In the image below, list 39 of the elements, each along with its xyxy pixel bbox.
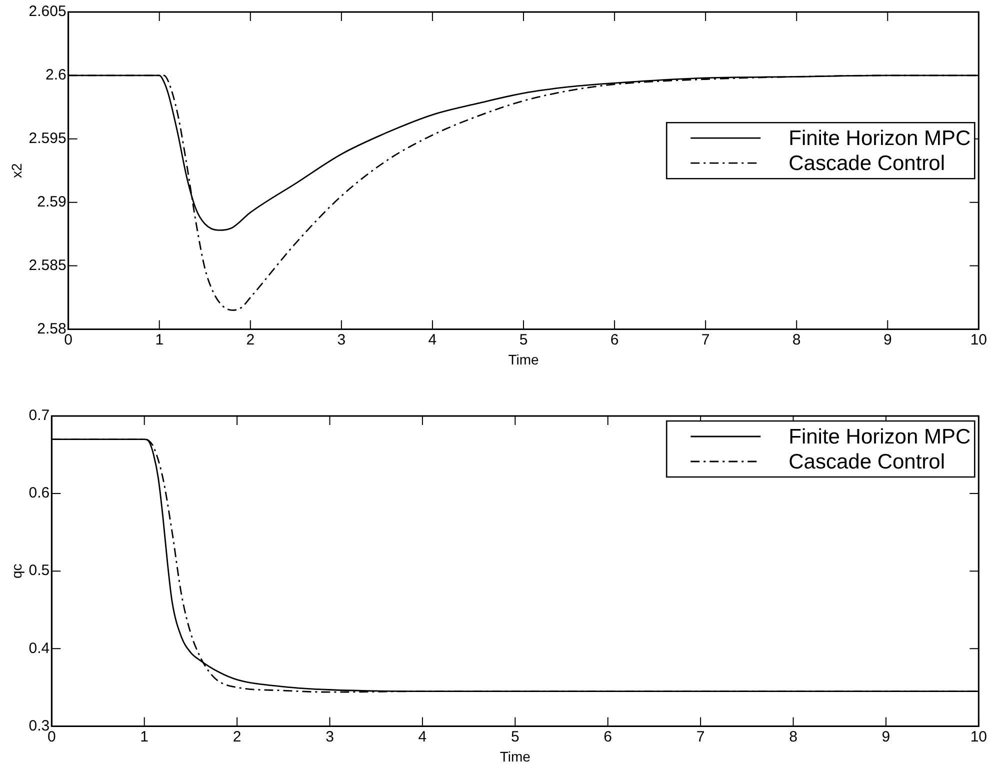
x-tick-label: 8 [792, 331, 801, 348]
x-tick-label: 10 [970, 728, 987, 746]
x-tick-label: 7 [696, 728, 705, 746]
x-tick-label: 0 [64, 331, 73, 348]
x-tick-label: 3 [337, 331, 346, 348]
x-tick-label: 10 [970, 331, 987, 348]
x-tick-label: 5 [510, 728, 520, 746]
y-tick-label: 0.6 [28, 484, 50, 502]
x-tick-label: 3 [326, 728, 334, 746]
x-tick-label: 1 [155, 331, 164, 348]
legend-label: Cascade Control [788, 152, 946, 175]
x-tick-label: 8 [789, 728, 798, 746]
x-tick-label: 6 [604, 728, 612, 746]
x-axis-title: Time [500, 748, 531, 764]
x-tick-label: 7 [701, 331, 710, 348]
x-tick-label: 2 [246, 331, 255, 348]
y-tick-label: 2.59 [37, 193, 66, 210]
y-tick-label: 0.7 [28, 407, 50, 424]
x-tick-label: 2 [232, 728, 242, 746]
x-tick-label: 5 [519, 331, 528, 348]
y-tick-label: 2.58 [37, 320, 66, 338]
y-axis-title: x2 [8, 163, 24, 178]
x-tick-label: 6 [610, 331, 619, 348]
legend-label: Finite Horizon MPC [788, 126, 971, 150]
x-tick-label: 4 [418, 728, 427, 746]
y-tick-label: 2.595 [28, 130, 66, 148]
y-tick-label: 0.5 [28, 562, 50, 580]
x-tick-label: 9 [883, 331, 892, 348]
y-tick-label: 2.6 [45, 66, 66, 84]
legend-label: Cascade Control [788, 450, 946, 474]
x-tick-label: 1 [140, 728, 149, 746]
x-tick-label: 4 [428, 331, 437, 348]
legend-label: Finite Horizon MPC [788, 425, 971, 448]
y-tick-label: 0.4 [28, 640, 50, 657]
y-tick-label: 2.585 [28, 256, 66, 274]
x-axis-title: Time [508, 351, 540, 368]
y-axis-title: qc [8, 564, 24, 578]
x-tick-label: 9 [882, 728, 890, 746]
y-tick-label: 2.605 [28, 3, 66, 20]
